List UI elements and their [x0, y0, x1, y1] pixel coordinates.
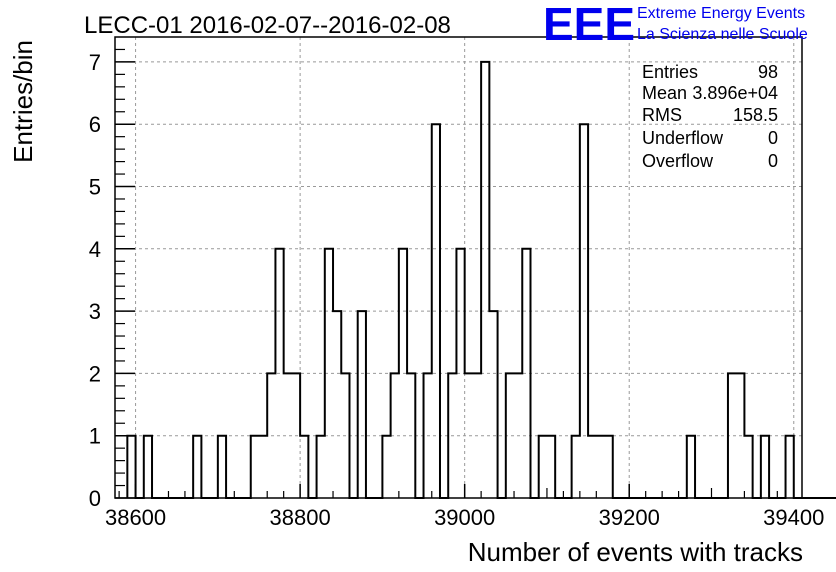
stats-box: Entries 98 Mean 3.896e+04 RMS 158.5 Unde… [642, 62, 778, 171]
y-tick-label: 3 [89, 299, 101, 324]
y-tick-label: 5 [89, 175, 101, 200]
stats-overflow-value: 0 [768, 151, 778, 171]
stats-entries-value: 98 [758, 62, 778, 82]
logo-letters: EEE [543, 0, 635, 50]
stats-entries-label: Entries [642, 62, 698, 82]
y-axis-title: Entries/bin [8, 40, 38, 163]
chart-title: LECC-01 2016-02-07--2016-02-08 [84, 12, 451, 39]
logo-line2: La Scienza nelle Scuole [637, 26, 808, 43]
y-tick-label: 4 [89, 237, 101, 262]
stats-rms-value: 158.5 [733, 105, 778, 125]
x-tick-label: 39200 [599, 505, 660, 530]
stats-underflow-label: Underflow [642, 128, 724, 148]
y-tick-label: 0 [89, 486, 101, 511]
eee-logo: EEE Extreme Energy Events La Scienza nel… [543, 0, 808, 50]
x-tick-label: 38800 [270, 505, 331, 530]
x-tick-label: 38600 [105, 505, 166, 530]
tick-labels: 38600 38800 39000 39200 39400 0 1 2 3 4 5 6 7 [89, 50, 825, 530]
stats-rms-label: RMS [642, 105, 682, 125]
stats-mean-value: 3.896e+04 [692, 83, 778, 103]
histogram-series [126, 60, 836, 499]
y-tick-label: 7 [89, 50, 101, 75]
axis-ticks [115, 48, 795, 499]
y-tick-label: 2 [89, 361, 101, 386]
plot-frame [114, 36, 803, 499]
logo-line1: Extreme Energy Events [637, 5, 805, 22]
stats-mean-label: Mean [642, 83, 687, 103]
y-tick-label: 6 [89, 112, 101, 137]
x-tick-label: 39000 [434, 505, 495, 530]
grid-lines [115, 37, 802, 498]
stats-underflow-value: 0 [768, 128, 778, 148]
y-tick-label: 1 [89, 424, 101, 449]
x-tick-label: 39400 [763, 505, 824, 530]
x-axis-title: Number of events with tracks [468, 537, 803, 567]
stats-overflow-label: Overflow [642, 151, 714, 171]
